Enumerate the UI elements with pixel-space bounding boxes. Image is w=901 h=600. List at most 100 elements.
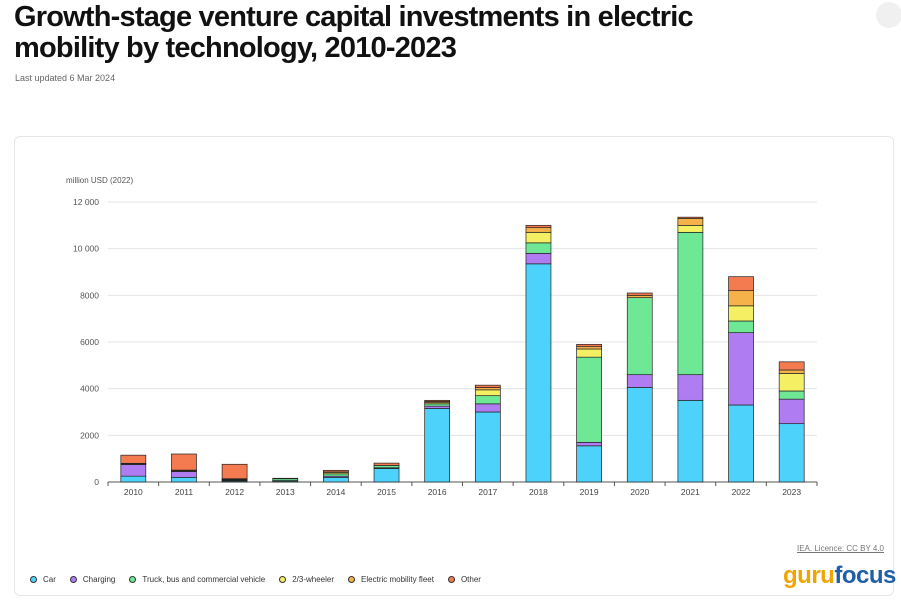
bar-segment <box>474 411 501 483</box>
legend-swatch <box>447 576 455 583</box>
bar-segment <box>171 453 197 471</box>
legend-label: Charging <box>82 575 116 584</box>
legend-label: Truck, bus and commercial vehicle <box>142 575 266 584</box>
y-tick-label: 2000 <box>80 430 99 440</box>
menu-button[interactable] <box>876 2 901 28</box>
bar-segment <box>728 332 754 406</box>
bar-segment <box>576 356 602 443</box>
bar-segment <box>525 242 552 254</box>
bar-segment <box>626 297 653 376</box>
x-tick-label: 2017 <box>478 487 497 497</box>
bar-segment <box>525 231 552 244</box>
bar-segment <box>778 390 805 400</box>
y-tick-label: 4000 <box>80 384 99 394</box>
brand-logo: gurufocus <box>783 562 896 589</box>
y-tick-label: 0 <box>94 477 99 487</box>
legend-label: Other <box>460 575 481 584</box>
y-tick-label: 12 000 <box>73 197 99 207</box>
legend-swatch <box>69 576 77 583</box>
x-tick-label: 2015 <box>377 487 396 497</box>
page-title: Growth-stage venture capital investments… <box>14 1 694 64</box>
bar-segment <box>778 369 805 374</box>
bar-segment <box>576 348 602 358</box>
bar-segment <box>323 476 349 483</box>
bar-segment <box>221 463 248 480</box>
bar-segment <box>728 305 754 322</box>
legend-item[interactable]: Car <box>30 575 56 584</box>
x-tick-label: 2022 <box>732 487 751 497</box>
legend-item[interactable]: Electric mobility fleet <box>348 575 434 584</box>
x-tick-label: 2011 <box>175 487 194 497</box>
bar-segment <box>576 445 602 483</box>
bar-segment <box>677 216 704 219</box>
bar-segment <box>728 320 754 334</box>
x-tick-label: 2020 <box>630 487 649 497</box>
bar-segment <box>474 403 501 413</box>
bar-segment <box>171 476 197 483</box>
bar-segment <box>728 276 754 292</box>
x-tick-label: 2016 <box>428 487 447 497</box>
x-tick-label: 2010 <box>124 487 143 497</box>
bar-segment <box>778 361 805 371</box>
legend-swatch <box>30 576 37 583</box>
bar-segment <box>272 477 299 480</box>
legend-item[interactable]: 2/3-wheeler <box>279 575 334 584</box>
bar-segment <box>120 454 147 464</box>
last-updated: Last updated 6 Mar 2024 <box>15 73 116 83</box>
bar-segment <box>373 468 400 483</box>
chart-legend: Car Charging Truck, bus and commercial veh… <box>30 575 495 584</box>
bar-segment <box>677 224 704 233</box>
bar-segment <box>626 374 653 388</box>
y-tick-label: 6000 <box>80 337 99 347</box>
bar-segment <box>120 475 147 483</box>
legend-label: Car <box>43 575 56 584</box>
bar-segment <box>626 294 653 299</box>
bar-segment <box>171 471 197 478</box>
bar-segment <box>474 395 501 405</box>
bar-segment <box>576 343 602 348</box>
x-tick-label: 2013 <box>276 487 295 497</box>
legend-label: Electric mobility fleet <box>361 575 434 584</box>
y-tick-label: 8000 <box>80 290 99 300</box>
y-tick-label: 10 000 <box>73 244 99 254</box>
bar-segment <box>474 387 501 391</box>
bar-segment <box>424 403 451 407</box>
legend-swatch <box>279 576 287 583</box>
x-tick-label: 2023 <box>782 487 801 497</box>
licence-link[interactable]: IEA. Licence: CC BY 4.0 <box>797 544 885 553</box>
legend-swatch <box>348 576 356 583</box>
legend-item[interactable]: Truck, bus and commercial vehicle <box>129 575 265 584</box>
bar-segment <box>728 404 754 483</box>
bar-segment <box>677 231 704 376</box>
legend-swatch <box>129 576 137 583</box>
bar-segment <box>728 290 754 307</box>
bar-segment <box>373 462 400 466</box>
x-tick-label: 2021 <box>681 487 700 497</box>
bar-segment <box>525 227 552 233</box>
bar-segment <box>474 384 501 388</box>
bar-segment <box>677 217 704 226</box>
bar-segment <box>120 464 147 477</box>
x-tick-label: 2019 <box>580 487 599 497</box>
legend-item[interactable]: Charging <box>69 575 116 584</box>
legend-label: 2/3-wheeler <box>292 575 335 584</box>
y-axis-unit-label: million USD (2022) <box>66 176 134 185</box>
bar-segment <box>778 373 805 392</box>
bar-segment <box>525 252 552 265</box>
bar-segment <box>778 398 805 425</box>
bar-segment <box>576 441 602 447</box>
bar-segment <box>626 387 653 483</box>
bar-segment <box>677 374 704 401</box>
bar-segment <box>525 224 552 229</box>
x-tick-label: 2012 <box>225 487 244 497</box>
bar-segment <box>626 292 653 296</box>
bar-segment <box>474 389 501 397</box>
bar-segment <box>677 399 704 483</box>
x-tick-label: 2014 <box>326 487 345 497</box>
bar-segment <box>424 399 451 402</box>
bar-segment <box>323 469 349 473</box>
legend-item[interactable]: Other <box>447 575 481 584</box>
x-tick-label: 2018 <box>529 487 548 497</box>
bar-segment <box>778 423 805 483</box>
